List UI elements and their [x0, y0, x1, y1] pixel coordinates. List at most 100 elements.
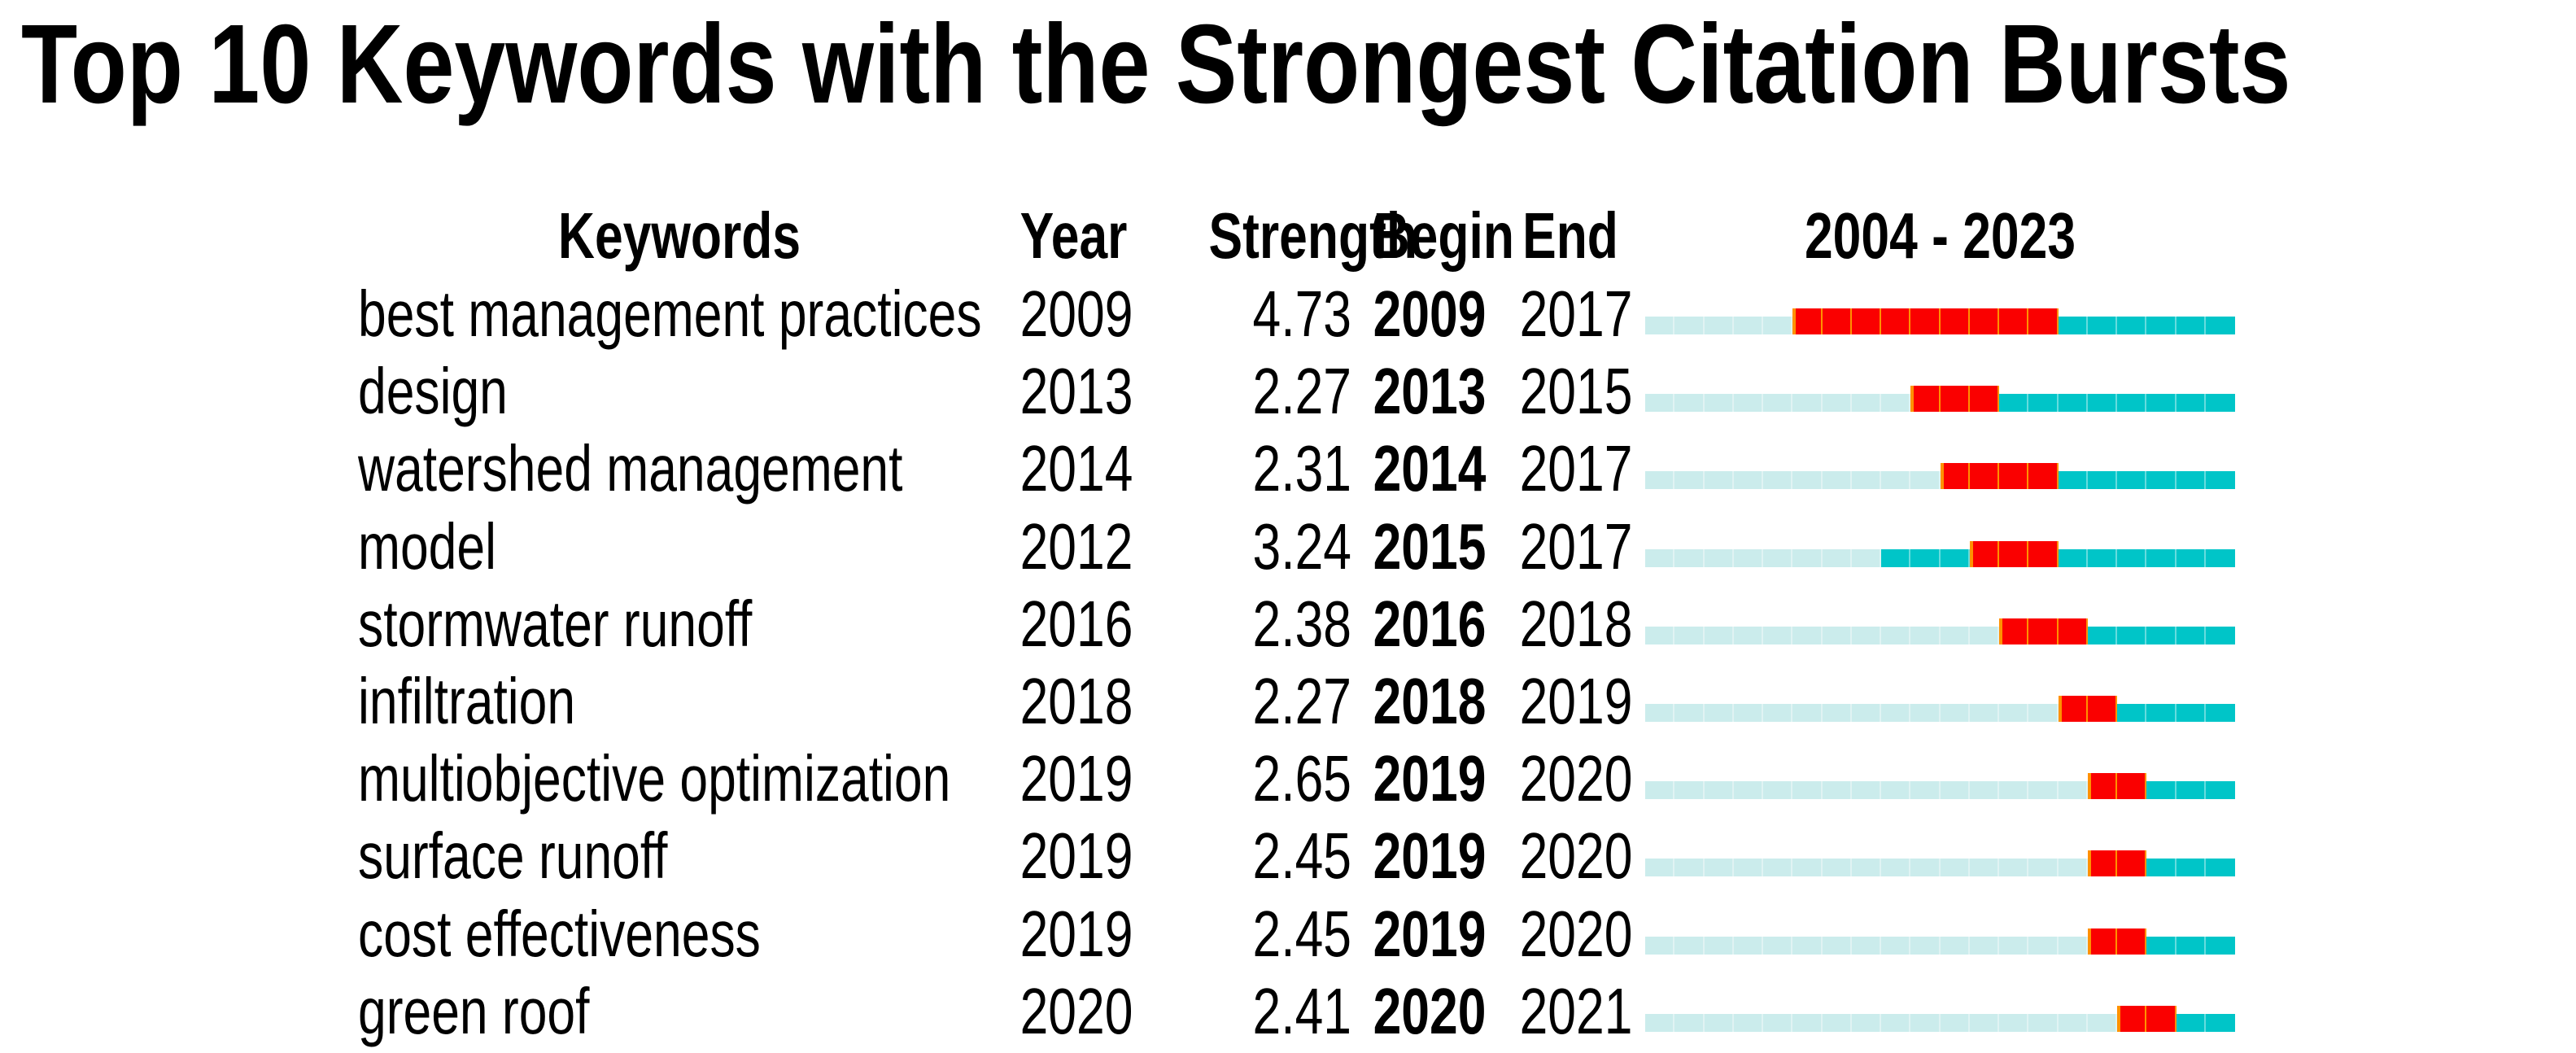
timeline-segment-2020 [2117, 471, 2147, 489]
burst-timeline-bar [1645, 618, 2235, 644]
end-cell: 2020 [1519, 898, 1633, 970]
timeline-segment-2004 [1645, 859, 1675, 876]
timeline-segment-2012 [1881, 394, 1911, 412]
timeline-segment-2012 [1881, 308, 1911, 334]
timeline-segment-2012 [1881, 937, 1911, 955]
timeline-segment-2016 [1999, 781, 2029, 799]
timeline-segment-2007 [1733, 394, 1763, 412]
begin-cell: 2019 [1373, 898, 1487, 970]
timeline-segment-2021 [2146, 859, 2177, 876]
column-header-timeline-range: 2004 - 2023 [1804, 199, 2076, 272]
column-header-begin: Begin [1373, 199, 1514, 272]
timeline-segment-2006 [1704, 471, 1734, 489]
timeline-segment-2011 [1851, 394, 1881, 412]
timeline-segment-2020 [2117, 317, 2147, 334]
timeline-segment-2017 [2028, 308, 2059, 334]
timeline-segment-2017 [2028, 1014, 2059, 1032]
column-header-end: End [1522, 199, 1618, 272]
timeline-segment-2005 [1674, 394, 1705, 412]
timeline-segment-2022 [2176, 394, 2206, 412]
timeline-segment-2019 [2087, 627, 2117, 644]
timeline-segment-2015 [1969, 308, 1999, 334]
column-header-keywords: Keywords [557, 199, 801, 272]
year-cell: 2018 [1019, 665, 1133, 737]
timeline-segment-2004 [1645, 549, 1675, 567]
timeline-segment-2010 [1822, 627, 1852, 644]
timeline-segment-2022 [2176, 781, 2206, 799]
timeline-segment-2019 [2087, 773, 2117, 799]
timeline-segment-2018 [2058, 317, 2088, 334]
timeline-segment-2021 [2146, 394, 2177, 412]
timeline-segment-2014 [1940, 704, 1970, 722]
timeline-segment-2009 [1792, 308, 1823, 334]
timeline-segment-2020 [2117, 850, 2147, 876]
timeline-segment-2023 [2205, 937, 2235, 955]
timeline-segment-2018 [2058, 859, 2088, 876]
timeline-segment-2023 [2205, 627, 2235, 644]
begin-cell: 2019 [1373, 819, 1487, 892]
timeline-segment-2016 [1999, 394, 2029, 412]
timeline-segment-2016 [1999, 704, 2029, 722]
timeline-segment-2009 [1792, 937, 1823, 955]
timeline-segment-2007 [1733, 471, 1763, 489]
timeline-segment-2022 [2176, 937, 2206, 955]
timeline-segment-2006 [1704, 394, 1734, 412]
timeline-segment-2014 [1940, 386, 1970, 412]
timeline-segment-2004 [1645, 1014, 1675, 1032]
timeline-segment-2023 [2205, 859, 2235, 876]
timeline-segment-2013 [1910, 937, 1941, 955]
timeline-segment-2010 [1822, 937, 1852, 955]
burst-timeline-bar [1645, 696, 2235, 722]
timeline-segment-2015 [1969, 937, 1999, 955]
timeline-segment-2021 [2146, 937, 2177, 955]
timeline-segment-2013 [1910, 549, 1941, 567]
strength-cell: 2.65 [1252, 742, 1351, 815]
end-cell: 2019 [1519, 665, 1633, 737]
timeline-segment-2008 [1763, 471, 1793, 489]
timeline-segment-2005 [1674, 937, 1705, 955]
timeline-segment-2011 [1851, 308, 1881, 334]
timeline-segment-2004 [1645, 704, 1675, 722]
timeline-segment-2014 [1940, 859, 1970, 876]
year-cell: 2016 [1019, 588, 1133, 660]
timeline-segment-2009 [1792, 471, 1823, 489]
end-cell: 2018 [1519, 588, 1633, 660]
timeline-segment-2022 [2176, 859, 2206, 876]
end-cell: 2020 [1519, 742, 1633, 815]
timeline-segment-2012 [1881, 471, 1911, 489]
end-cell: 2015 [1519, 355, 1633, 427]
timeline-segment-2019 [2087, 928, 2117, 955]
timeline-segment-2005 [1674, 549, 1705, 567]
timeline-segment-2010 [1822, 781, 1852, 799]
year-cell: 2012 [1019, 510, 1133, 583]
timeline-segment-2004 [1645, 937, 1675, 955]
timeline-segment-2019 [2087, 549, 2117, 567]
timeline-segment-2021 [2146, 317, 2177, 334]
timeline-segment-2005 [1674, 781, 1705, 799]
timeline-segment-2009 [1792, 859, 1823, 876]
timeline-segment-2012 [1881, 859, 1911, 876]
timeline-segment-2017 [2028, 541, 2059, 567]
timeline-segment-2011 [1851, 937, 1881, 955]
timeline-segment-2019 [2087, 850, 2117, 876]
timeline-segment-2014 [1940, 463, 1970, 489]
timeline-segment-2008 [1763, 704, 1793, 722]
timeline-segment-2015 [1969, 1014, 1999, 1032]
strength-cell: 2.41 [1252, 975, 1351, 1047]
timeline-segment-2013 [1910, 1014, 1941, 1032]
timeline-segment-2004 [1645, 317, 1675, 334]
timeline-segment-2023 [2205, 781, 2235, 799]
timeline-segment-2017 [2028, 394, 2059, 412]
begin-cell: 2018 [1373, 665, 1487, 737]
timeline-segment-2014 [1940, 937, 1970, 955]
timeline-segment-2016 [1999, 308, 2029, 334]
keyword-cell: stormwater runoff [358, 588, 753, 660]
timeline-segment-2013 [1910, 781, 1941, 799]
timeline-segment-2004 [1645, 627, 1675, 644]
year-cell: 2020 [1019, 975, 1133, 1047]
timeline-segment-2023 [2205, 317, 2235, 334]
timeline-segment-2007 [1733, 1014, 1763, 1032]
timeline-segment-2022 [2176, 627, 2206, 644]
timeline-segment-2019 [2087, 394, 2117, 412]
